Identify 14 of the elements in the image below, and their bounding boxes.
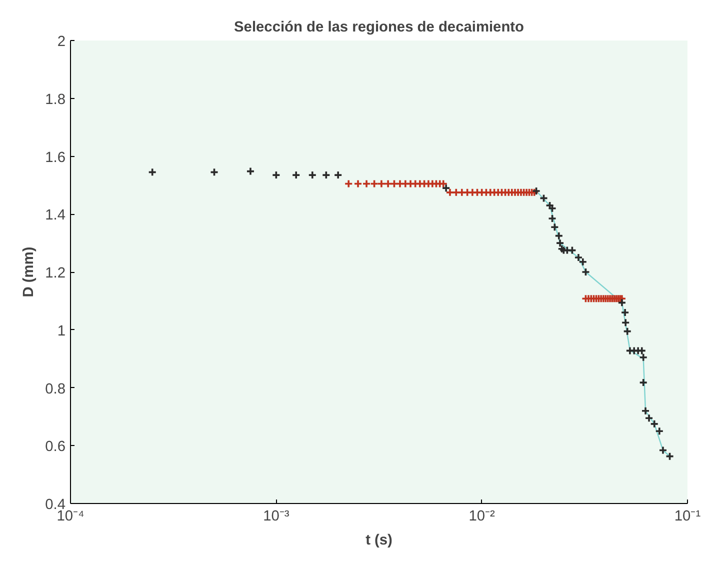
x-tick-label: 10⁻²: [468, 508, 496, 524]
y-tick-label: 1: [57, 323, 66, 340]
x-axis-title: t (s): [366, 532, 393, 548]
y-tick-label: 0.8: [45, 381, 66, 398]
x-tick-label: 10⁻³: [263, 508, 290, 524]
y-tick-label: 1.4: [45, 208, 66, 224]
y-tick-label: 1.8: [45, 92, 66, 108]
y-axis-title: D (mm): [21, 246, 38, 298]
chart-title: Selección de las regiones de decaimiento: [234, 20, 524, 36]
x-tick-label: 10⁻¹: [674, 508, 701, 524]
y-tick-label: 2: [57, 34, 66, 50]
y-tick-label: 0.6: [45, 439, 66, 456]
y-tick-label: 1.6: [45, 150, 66, 166]
y-tick-label: 1.2: [45, 266, 66, 282]
